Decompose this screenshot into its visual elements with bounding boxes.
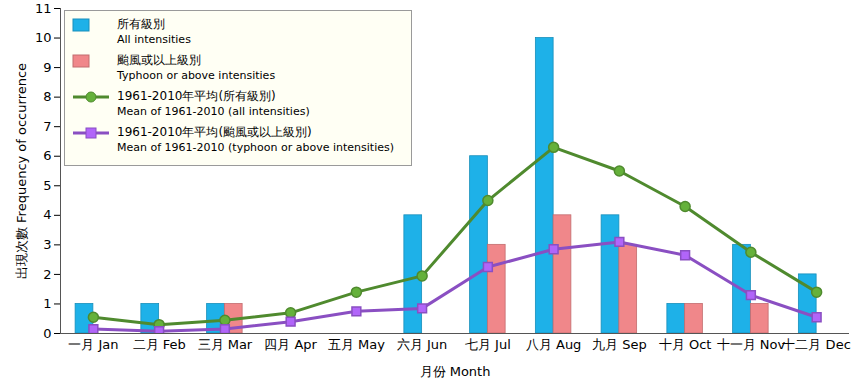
svg-text:月份 Month: 月份 Month bbox=[420, 364, 491, 379]
svg-text:二月 Feb: 二月 Feb bbox=[133, 337, 186, 352]
svg-text:十月 Oct: 十月 Oct bbox=[659, 337, 712, 352]
svg-text:十二月 Dec: 十二月 Dec bbox=[782, 337, 850, 352]
svg-text:9: 9 bbox=[43, 60, 51, 75]
svg-text:七月 Jul: 七月 Jul bbox=[465, 337, 511, 352]
svg-text:五月 May: 五月 May bbox=[328, 337, 385, 352]
svg-text:6: 6 bbox=[43, 148, 51, 163]
html-text:Mean of 1961-2010 (typhoon or: Mean of 1961-2010 (typhoon or above inte… bbox=[117, 141, 394, 154]
svg-text:出現次數 Frequency of occurrence: 出現次數 Frequency of occurrence bbox=[14, 63, 29, 279]
html-text:颱風或以上級別: 颱風或以上級別 bbox=[117, 53, 201, 67]
svg-text:5: 5 bbox=[43, 178, 51, 193]
html-text:1961-2010年平均(所有級別): 1961-2010年平均(所有級別) bbox=[117, 89, 276, 103]
html-text:所有級別: 所有級別 bbox=[117, 17, 165, 31]
svg-text:三月 Mar: 三月 Mar bbox=[198, 337, 253, 352]
svg-text:十一月 Nov: 十一月 Nov bbox=[717, 337, 786, 352]
svg-text:3: 3 bbox=[43, 237, 51, 252]
svg-text:八月 Aug: 八月 Aug bbox=[526, 337, 582, 352]
html-text:Typhoon or above intensities: Typhoon or above intensities bbox=[117, 69, 276, 82]
svg-text:4: 4 bbox=[43, 207, 51, 222]
svg-text:11: 11 bbox=[35, 1, 52, 16]
svg-text:四月 Apr: 四月 Apr bbox=[264, 337, 317, 352]
svg-text:一月 Jan: 一月 Jan bbox=[68, 337, 118, 352]
svg-text:1: 1 bbox=[43, 296, 51, 311]
html-text:Mean of 1961-2010 (all intensi: Mean of 1961-2010 (all intensities) bbox=[117, 105, 310, 118]
svg-text:10: 10 bbox=[35, 30, 52, 45]
html-text:All intensities: All intensities bbox=[117, 33, 191, 46]
html-text:1961-2010年平均(颱風或以上級別): 1961-2010年平均(颱風或以上級別) bbox=[117, 125, 312, 139]
svg-text:六月 Jun: 六月 Jun bbox=[397, 337, 447, 352]
svg-text:2: 2 bbox=[43, 267, 51, 282]
svg-text:0: 0 bbox=[43, 326, 51, 341]
svg-text:8: 8 bbox=[43, 89, 51, 104]
svg-text:九月 Sep: 九月 Sep bbox=[592, 337, 647, 352]
svg-text:7: 7 bbox=[43, 119, 51, 134]
